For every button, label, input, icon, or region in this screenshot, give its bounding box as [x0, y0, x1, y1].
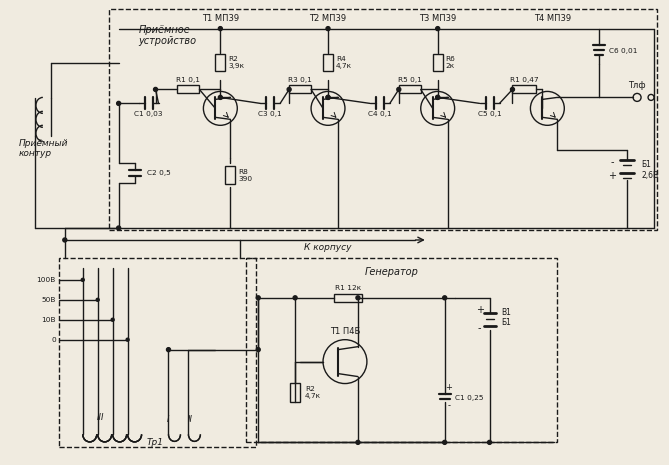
- Bar: [215, 53, 225, 72]
- Text: R1 0,47: R1 0,47: [510, 78, 539, 83]
- Text: В1
Б1: В1 Б1: [502, 308, 511, 327]
- Text: +: +: [608, 171, 616, 181]
- Circle shape: [111, 318, 114, 321]
- Bar: [399, 86, 421, 93]
- Circle shape: [81, 279, 84, 281]
- Circle shape: [116, 226, 120, 230]
- Text: R2
3,9к: R2 3,9к: [228, 56, 244, 69]
- Bar: [433, 53, 443, 72]
- Bar: [290, 383, 300, 403]
- Circle shape: [436, 27, 440, 31]
- Circle shape: [293, 296, 297, 300]
- Text: Тр1: Тр1: [147, 438, 164, 447]
- Circle shape: [326, 95, 330, 100]
- Text: Б1
2,6В: Б1 2,6В: [641, 160, 658, 180]
- Text: Приёмный
контур: Приёмный контур: [19, 139, 68, 158]
- Text: R8
390: R8 390: [238, 169, 252, 182]
- Circle shape: [256, 296, 260, 300]
- Text: +: +: [476, 305, 484, 315]
- Circle shape: [96, 299, 99, 301]
- Text: 10В: 10В: [41, 317, 56, 323]
- Text: -: -: [478, 323, 481, 333]
- Text: 50В: 50В: [41, 297, 56, 303]
- Text: Тлф: Тлф: [628, 81, 646, 90]
- Text: II: II: [188, 415, 193, 424]
- Text: Т1 МП39: Т1 МП39: [202, 14, 239, 23]
- Text: I: I: [167, 415, 170, 424]
- Text: 0: 0: [51, 337, 56, 343]
- Text: R5 0,1: R5 0,1: [398, 78, 421, 83]
- Circle shape: [287, 87, 291, 92]
- Bar: [225, 166, 235, 184]
- Text: R1 0,1: R1 0,1: [177, 78, 201, 83]
- Bar: [323, 53, 333, 72]
- Bar: [334, 294, 362, 302]
- Text: 100В: 100В: [37, 277, 56, 283]
- Circle shape: [218, 95, 222, 100]
- Bar: [289, 86, 311, 93]
- Circle shape: [256, 348, 260, 352]
- Circle shape: [436, 95, 440, 100]
- Circle shape: [326, 27, 330, 31]
- Text: К корпусу: К корпусу: [304, 244, 352, 252]
- Circle shape: [443, 440, 447, 445]
- Text: C2 0,5: C2 0,5: [147, 170, 171, 176]
- Bar: [512, 86, 537, 93]
- Circle shape: [126, 338, 129, 341]
- Circle shape: [356, 296, 360, 300]
- Text: Т2 МП39: Т2 МП39: [310, 14, 347, 23]
- Text: C3 0,1: C3 0,1: [258, 111, 282, 117]
- Text: C5 0,1: C5 0,1: [478, 111, 501, 117]
- Text: R6
2к: R6 2к: [446, 56, 456, 69]
- Circle shape: [154, 87, 157, 92]
- Text: C1 0,03: C1 0,03: [134, 111, 163, 117]
- Text: C1 0,25: C1 0,25: [455, 394, 483, 400]
- Text: Генератор: Генератор: [365, 267, 419, 277]
- Text: R2
4,7к: R2 4,7к: [305, 386, 321, 399]
- Bar: [177, 86, 199, 93]
- Text: -: -: [447, 401, 450, 410]
- Text: R1 12к: R1 12к: [335, 285, 361, 291]
- Circle shape: [116, 101, 120, 106]
- Circle shape: [443, 296, 447, 300]
- Text: R4
4,7к: R4 4,7к: [336, 56, 352, 69]
- Circle shape: [218, 27, 222, 31]
- Text: R3 0,1: R3 0,1: [288, 78, 312, 83]
- Circle shape: [326, 95, 330, 100]
- Text: Т1 П4Б: Т1 П4Б: [330, 327, 360, 336]
- Circle shape: [63, 238, 67, 242]
- Text: III: III: [97, 413, 104, 422]
- Text: Т4 МП39: Т4 МП39: [534, 14, 571, 23]
- Text: +: +: [446, 383, 452, 392]
- Bar: [246, 258, 557, 442]
- Circle shape: [436, 95, 440, 100]
- Bar: [59, 258, 256, 447]
- Circle shape: [397, 87, 401, 92]
- Circle shape: [488, 440, 492, 445]
- Bar: [108, 9, 657, 230]
- Text: C6 0,01: C6 0,01: [609, 47, 638, 53]
- Text: Т3 МП39: Т3 МП39: [419, 14, 456, 23]
- Circle shape: [356, 440, 360, 445]
- Circle shape: [510, 87, 514, 92]
- Circle shape: [167, 348, 171, 352]
- Text: Приёмное
устройство: Приёмное устройство: [138, 25, 197, 46]
- Text: C4 0,1: C4 0,1: [368, 111, 392, 117]
- Text: -: -: [610, 157, 614, 167]
